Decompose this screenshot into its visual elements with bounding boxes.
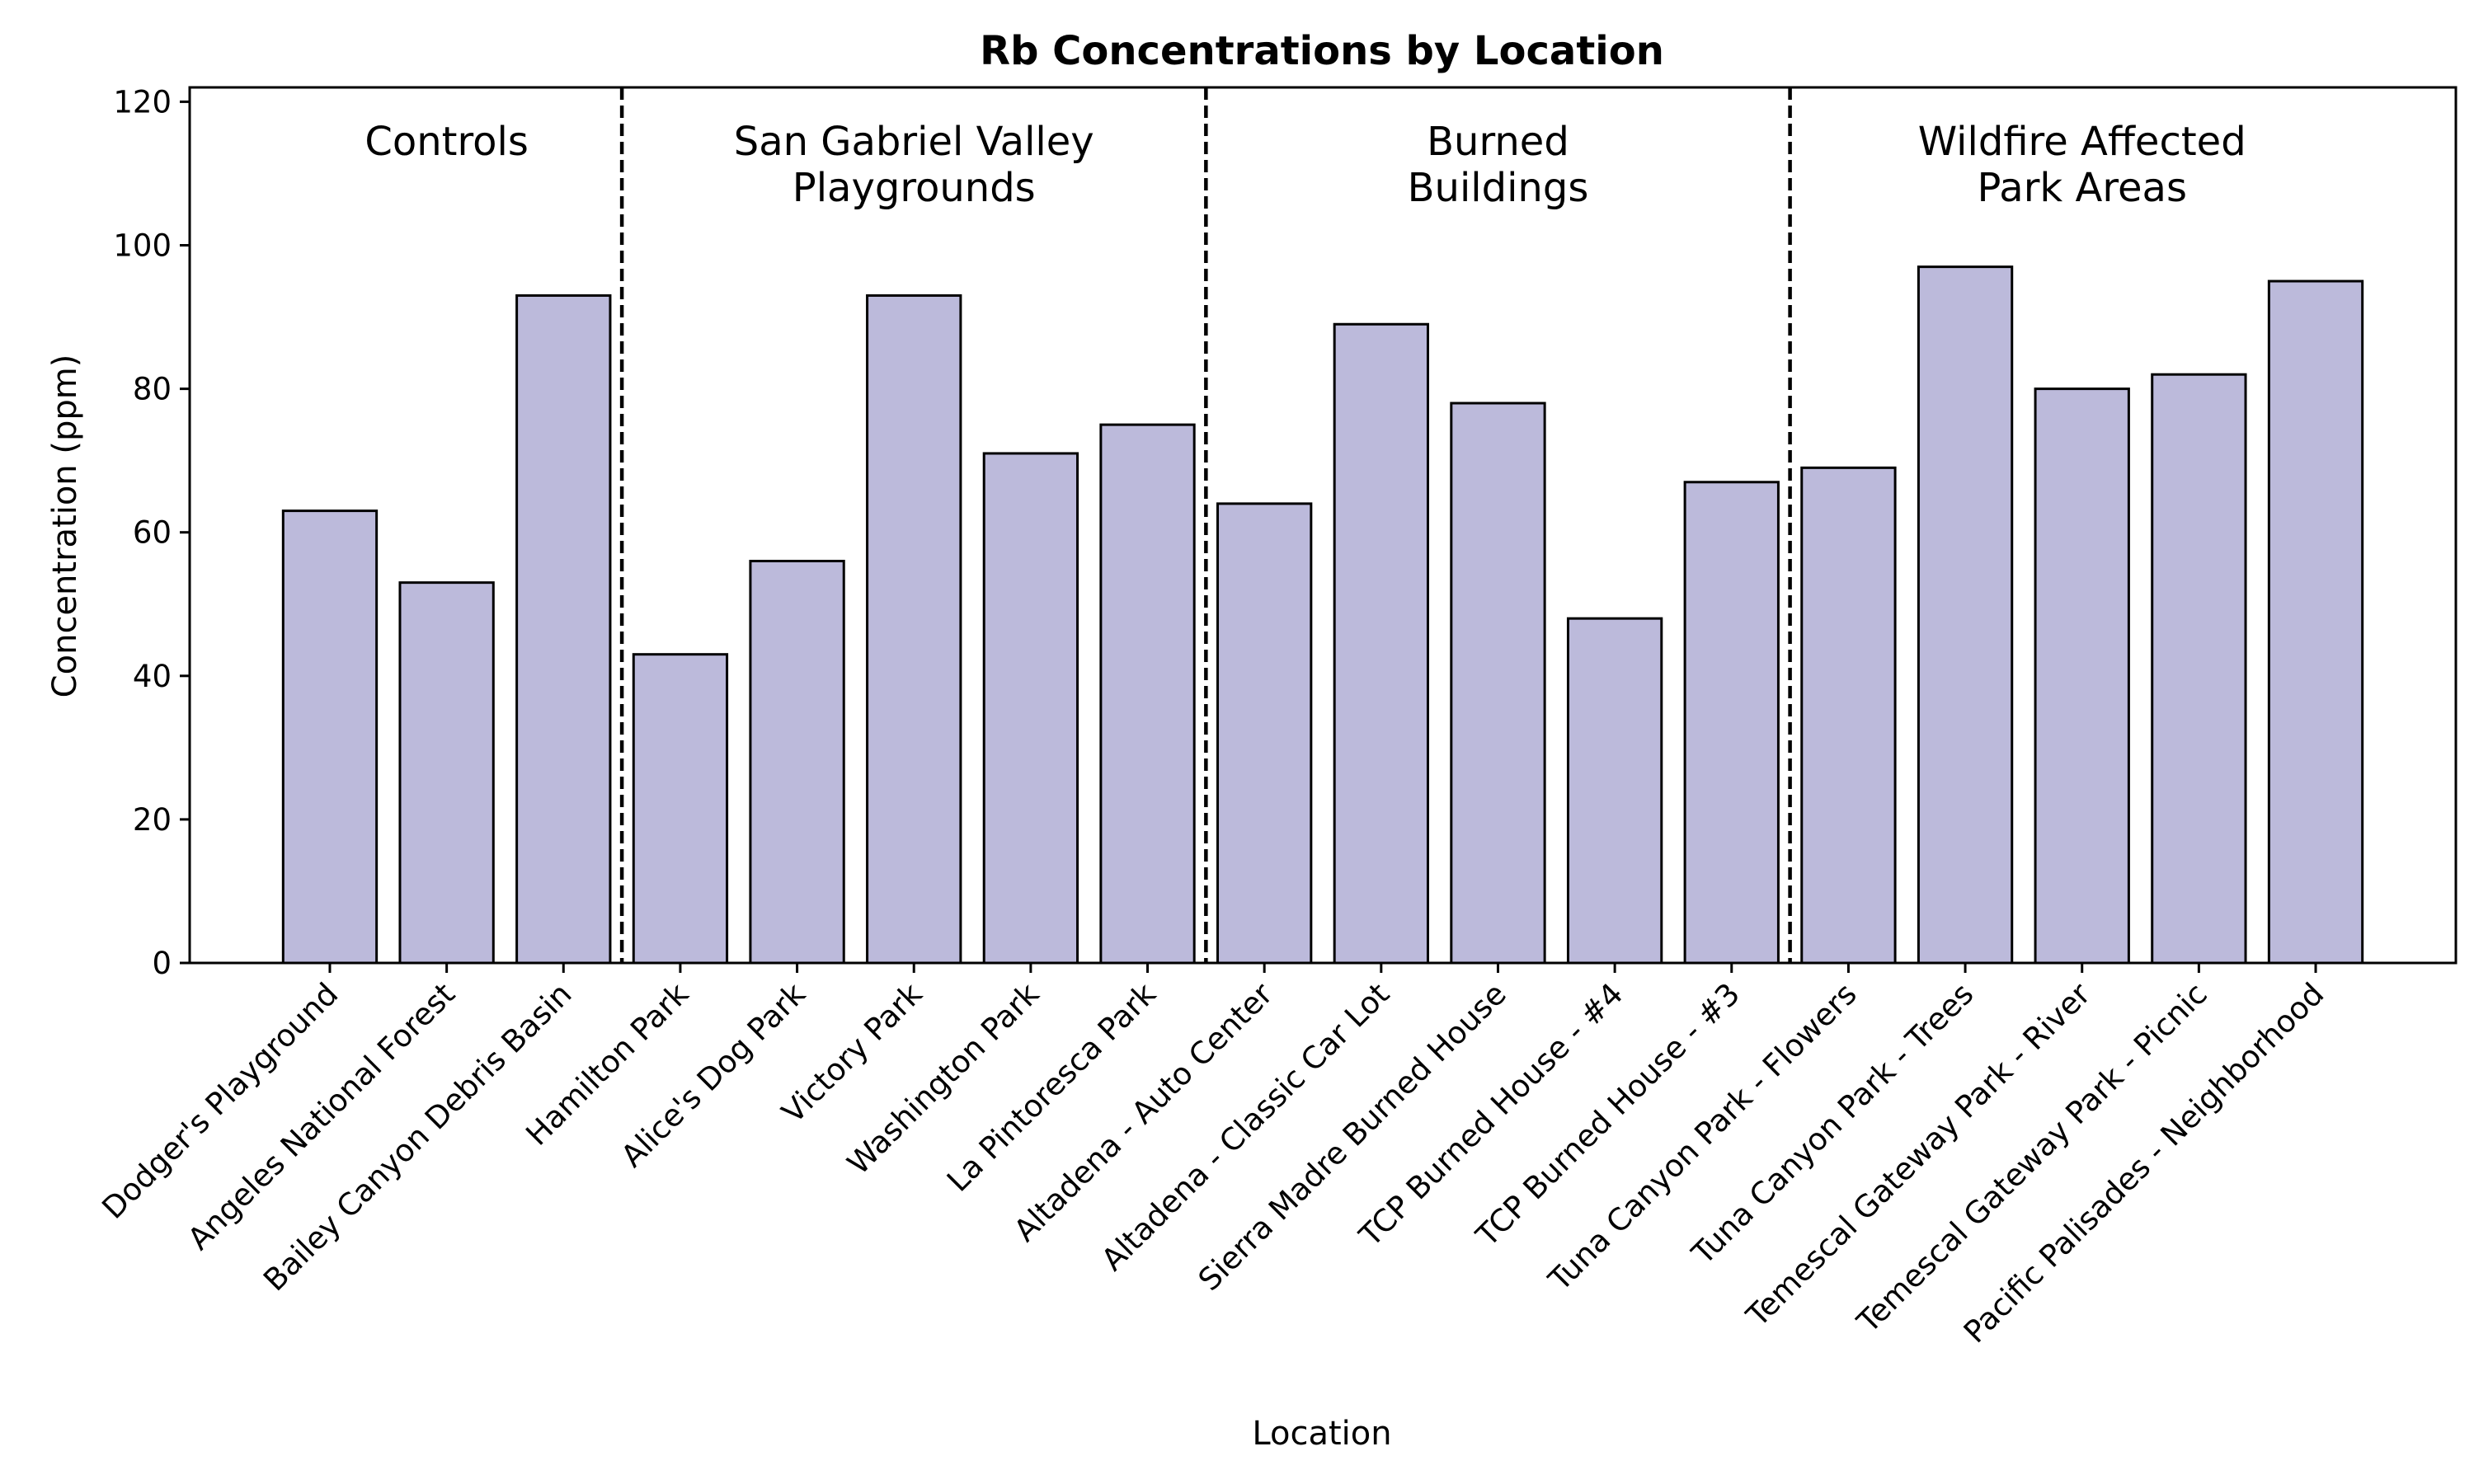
bar (515, 294, 612, 965)
group-label: Controls (365, 119, 529, 165)
bar (1216, 502, 1313, 965)
y-tick-label: 20 (133, 802, 172, 838)
bar (1917, 265, 2014, 965)
bar (982, 452, 1079, 965)
bar (1450, 402, 1546, 965)
bar (2034, 387, 2130, 965)
y-tick-label: 80 (133, 372, 172, 407)
plot-frame (188, 86, 2458, 965)
bar (1683, 481, 1780, 965)
bar (1566, 617, 1663, 965)
bar (1099, 423, 1196, 965)
bar (1333, 322, 1429, 965)
y-tick-label: 100 (113, 228, 172, 264)
x-tick-label: Dodger's Playground (95, 976, 345, 1226)
plot-area: Controls San Gabriel Valley Playgrounds Bur… (95, 84, 2458, 1350)
x-axis-label: Location (1252, 1415, 1391, 1453)
bar (632, 653, 729, 965)
x-tick-label: La Pintoresca Park (940, 976, 1163, 1199)
bar (866, 294, 962, 965)
bar (749, 560, 845, 965)
x-tick-label: Washington Park (840, 976, 1046, 1181)
bar (1800, 466, 1897, 965)
y-tick-label: 40 (133, 659, 172, 694)
y-tick-label: 0 (152, 946, 172, 981)
bar (281, 510, 379, 965)
bar (398, 581, 495, 965)
y-tick-label: 60 (133, 515, 172, 551)
group-label: San Gabriel Valley Playgrounds (734, 119, 1094, 211)
y-tick-label: 120 (113, 84, 172, 120)
chart-title: Rb Concentrations by Location (980, 28, 1664, 74)
bar (2151, 373, 2247, 965)
group-label: Wildfire Affected Park Areas (1918, 119, 2246, 211)
group-label: Burned Buildings (1408, 119, 1589, 211)
y-axis-label: Concentration (ppm) (46, 355, 84, 698)
bar (2267, 279, 2364, 965)
